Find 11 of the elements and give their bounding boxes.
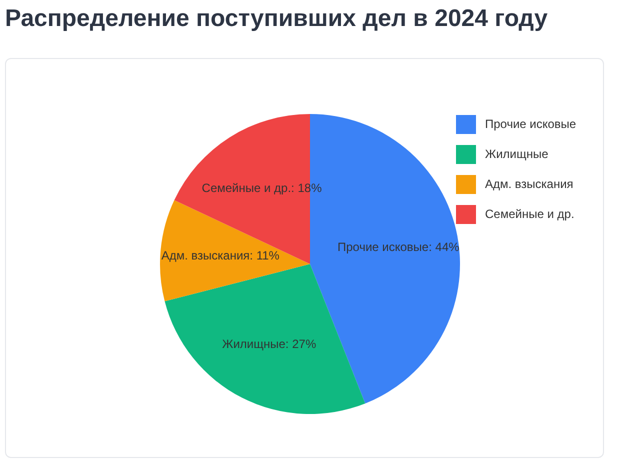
data-label: Прочие исковые: 44% [338,240,460,254]
data-label: Адм. взыскания: 11% [161,248,280,263]
legend-label: Семейные и др. [485,207,574,221]
legend-label: Прочие исковые [485,117,576,131]
chart-title: Распределение поступивших дел в 2024 году [5,5,548,33]
pie-slice [160,200,310,302]
data-label: Семейные и др.: 18% [202,181,322,196]
legend-label: Жилищные [485,147,548,161]
data-label: Жилищные: 27% [222,337,316,352]
legend-label: Адм. взыскания [485,177,574,191]
pie-slice [164,264,366,414]
